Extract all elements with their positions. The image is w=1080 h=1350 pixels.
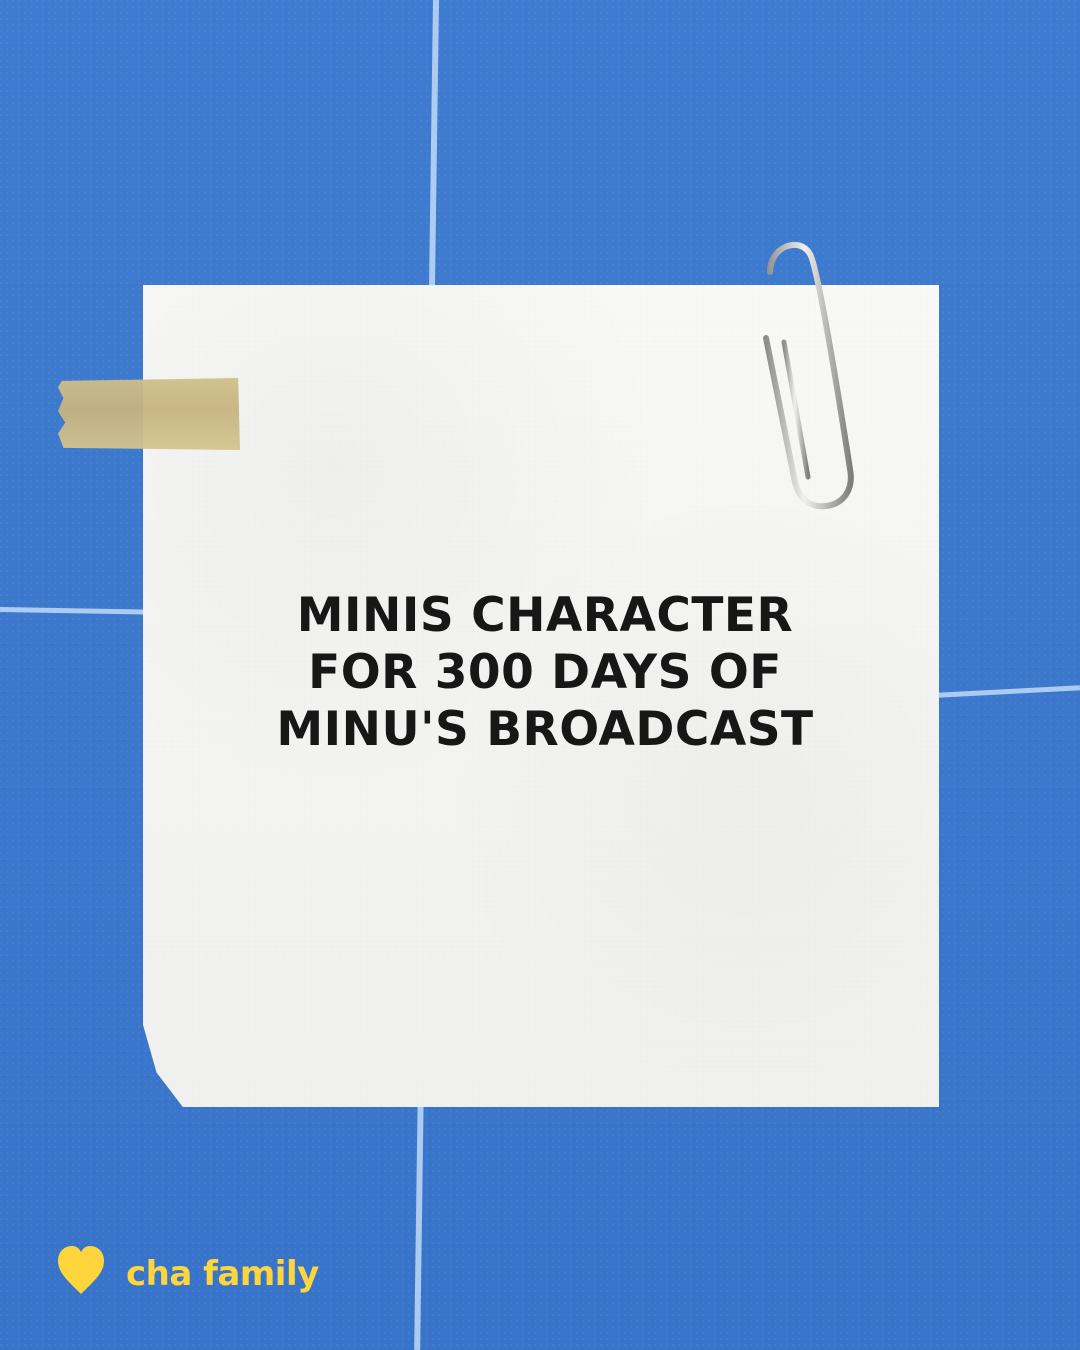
brand-mark: cha family [52, 1235, 319, 1305]
note-message: MINIS CHARACTER FOR 300 DAYS OF MINU'S B… [235, 587, 855, 758]
message-line-2: FOR 300 DAYS OF [308, 645, 782, 700]
heart-icon [58, 1246, 104, 1294]
message-line-3: MINU'S BROADCAST [276, 702, 814, 757]
brand-name: cha family [126, 1254, 319, 1294]
message-line-1: MINIS CHARACTER [296, 588, 794, 643]
paper-note [143, 285, 939, 1107]
paperclip-icon [763, 241, 854, 510]
masking-tape [58, 378, 240, 450]
